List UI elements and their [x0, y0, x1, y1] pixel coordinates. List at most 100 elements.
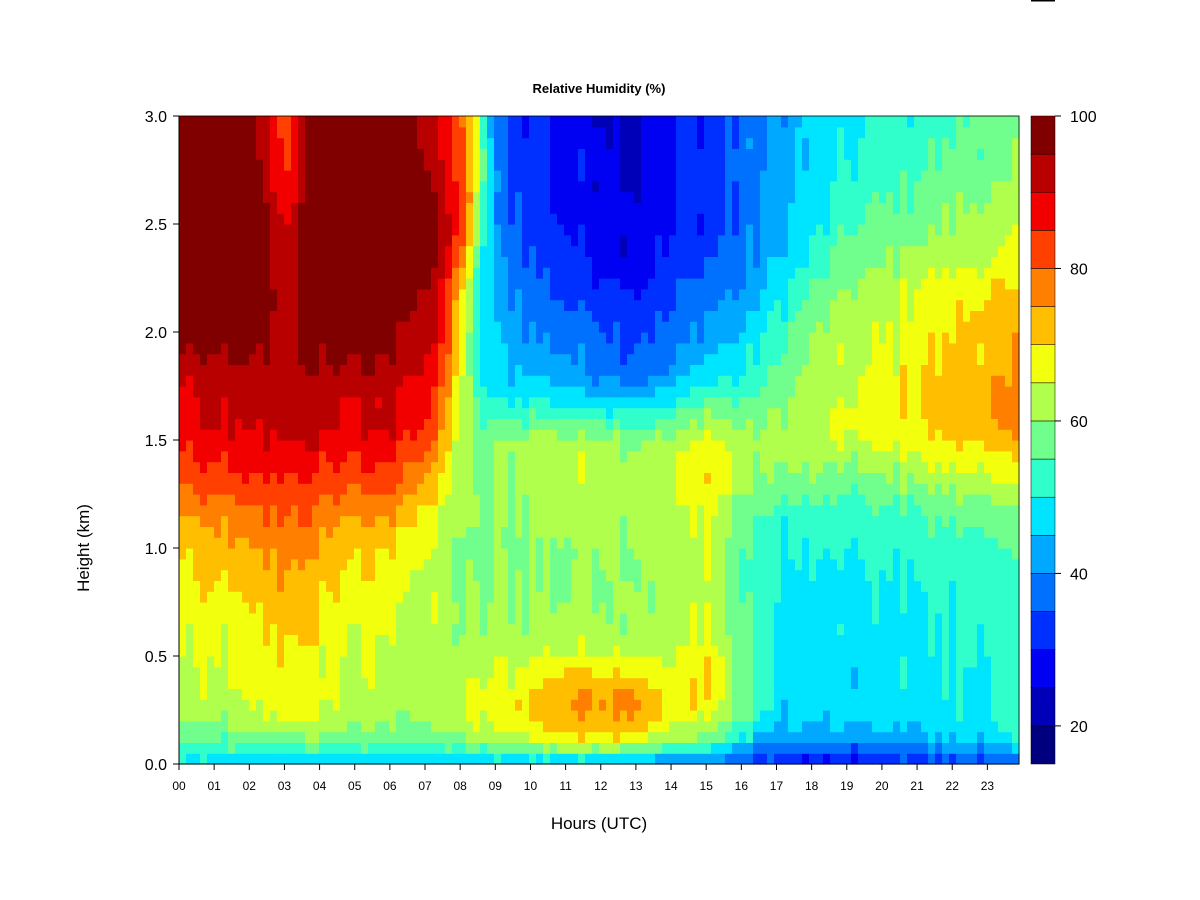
heatmap-cell [753, 634, 761, 646]
heatmap-cell [662, 202, 670, 214]
heatmap-cell [718, 602, 726, 614]
heatmap-cell [466, 386, 474, 398]
heatmap-cell [207, 407, 215, 419]
heatmap-cell [186, 612, 194, 625]
heatmap-cell [368, 623, 376, 635]
heatmap-cell [508, 159, 516, 171]
heatmap-cell [515, 494, 523, 506]
heatmap-cell [382, 753, 390, 765]
heatmap-cell [613, 602, 621, 614]
heatmap-cell [711, 494, 719, 506]
heatmap-cell [235, 202, 243, 214]
heatmap-cell [410, 180, 418, 193]
heatmap-cell [221, 526, 229, 538]
heatmap-cell [487, 699, 495, 711]
heatmap-cell [221, 688, 229, 700]
heatmap-cell [760, 677, 768, 689]
heatmap-cell [312, 137, 320, 149]
heatmap-cell [347, 548, 355, 560]
heatmap-cell [452, 310, 460, 322]
heatmap-cell [466, 299, 474, 311]
heatmap-cell [438, 278, 446, 290]
heatmap-cell [179, 213, 187, 225]
heatmap-cell [291, 126, 299, 139]
heatmap-cell [613, 677, 621, 689]
heatmap-cell [438, 191, 446, 203]
heatmap-cell [228, 353, 236, 365]
heatmap-cell [249, 494, 257, 506]
heatmap-cell [354, 321, 362, 333]
heatmap-cell [599, 656, 607, 668]
heatmap-cell [396, 710, 404, 722]
heatmap-cell [718, 288, 726, 301]
heatmap-cell [186, 375, 194, 387]
heatmap-cell [725, 353, 733, 365]
heatmap-cell [711, 364, 719, 376]
heatmap-cell [368, 526, 376, 538]
heatmap-cell [669, 623, 677, 635]
heatmap-cell [487, 116, 495, 128]
heatmap-cell [508, 699, 516, 711]
heatmap-cell [410, 224, 418, 236]
heatmap-cell [312, 332, 320, 344]
heatmap-cell [732, 602, 740, 614]
heatmap-cell [326, 407, 334, 419]
heatmap-cell [410, 202, 418, 214]
heatmap-cell [466, 450, 474, 463]
heatmap-cell [683, 677, 691, 689]
heatmap-cell [459, 407, 467, 419]
heatmap-cell [326, 742, 334, 754]
heatmap-cell [711, 591, 719, 603]
heatmap-cell [305, 461, 313, 473]
heatmap-cell [256, 353, 264, 365]
heatmap-cell [557, 612, 565, 625]
heatmap-cell [410, 299, 418, 311]
heatmap-cell [375, 364, 383, 376]
heatmap-cell [585, 418, 593, 430]
heatmap-cell [228, 558, 236, 571]
heatmap-cell [389, 418, 397, 430]
heatmap-cell [200, 299, 208, 311]
heatmap-cell [662, 407, 670, 419]
heatmap-cell [242, 224, 250, 236]
heatmap-cell [438, 634, 446, 646]
heatmap-cell [648, 299, 656, 311]
heatmap-cell [200, 396, 208, 409]
heatmap-cell [277, 310, 285, 322]
heatmap-cell [515, 580, 523, 592]
heatmap-cell [284, 224, 292, 236]
heatmap-cell [270, 537, 278, 549]
heatmap-cell [242, 440, 250, 452]
heatmap-cell [564, 526, 572, 538]
heatmap-cell [522, 375, 530, 387]
heatmap-cell [676, 159, 684, 171]
heatmap-cell [410, 666, 418, 679]
heatmap-cell [340, 612, 348, 625]
heatmap-cell [382, 224, 390, 236]
heatmap-cell [725, 224, 733, 236]
heatmap-cell [634, 634, 642, 646]
heatmap-cell [340, 688, 348, 700]
heatmap-cell [627, 710, 635, 722]
heatmap-cell [522, 494, 530, 506]
heatmap-cell [550, 418, 558, 430]
heatmap-cell [186, 213, 194, 225]
heatmap-cell [753, 623, 761, 635]
heatmap-cell [753, 548, 761, 560]
heatmap-cell [263, 137, 271, 149]
heatmap-cell [501, 537, 509, 549]
heatmap-cell [228, 396, 236, 409]
heatmap-cell [354, 116, 362, 128]
heatmap-cell [347, 342, 355, 355]
heatmap-cell [501, 558, 509, 571]
heatmap-cell [676, 288, 684, 301]
heatmap-cell [522, 332, 530, 344]
heatmap-cell [466, 332, 474, 344]
heatmap-cell [627, 548, 635, 560]
heatmap-cell [361, 645, 369, 657]
heatmap-cell [186, 245, 194, 257]
heatmap-cell [515, 515, 523, 527]
heatmap-cell [732, 440, 740, 452]
heatmap-cell [578, 288, 586, 301]
heatmap-cell [704, 656, 712, 668]
